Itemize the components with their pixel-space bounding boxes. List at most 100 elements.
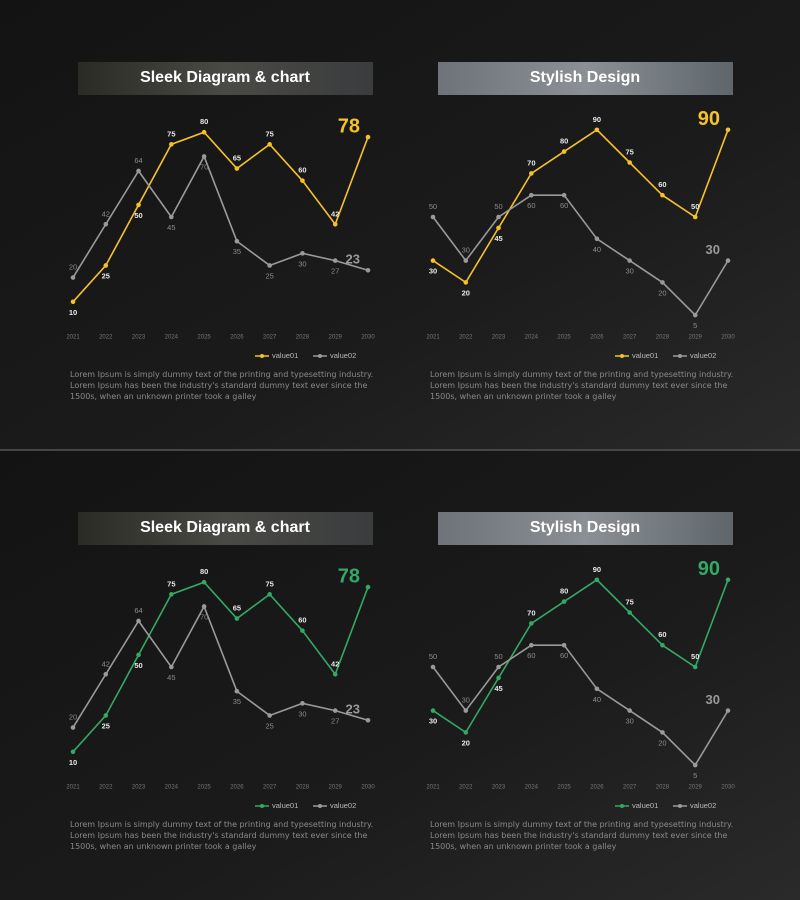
x-tick-label: 2024 <box>525 785 539 791</box>
data-label: 60 <box>298 166 306 175</box>
x-tick-label: 2022 <box>99 335 113 341</box>
data-point <box>725 708 731 713</box>
series-line <box>432 194 729 317</box>
data-point <box>627 258 632 263</box>
data-point <box>300 701 305 706</box>
description: Lorem Ipsum is simply dummy text of the … <box>70 370 374 401</box>
x-tick-label: 2021 <box>426 335 440 341</box>
x-tick-label: 2030 <box>721 785 735 791</box>
data-label: 80 <box>200 117 208 126</box>
data-label: 90 <box>593 565 601 574</box>
data-label: 60 <box>658 180 666 189</box>
data-label: 45 <box>167 223 175 232</box>
data-point <box>594 127 600 133</box>
data-label: 80 <box>560 587 568 596</box>
data-point <box>561 642 567 648</box>
data-point <box>496 664 501 670</box>
data-label: 75 <box>625 597 633 606</box>
legend-swatch <box>260 354 264 358</box>
data-label: 5 <box>693 771 697 780</box>
data-point <box>267 142 272 147</box>
data-point <box>70 299 76 305</box>
data-label: 50 <box>691 652 699 661</box>
data-label: 30 <box>706 692 720 707</box>
x-tick-label: 2030 <box>361 335 375 341</box>
x-tick-label: 2027 <box>263 335 277 341</box>
data-point <box>136 618 141 624</box>
series-line <box>72 154 369 278</box>
data-label: 42 <box>102 659 110 668</box>
legend-label: value01 <box>632 351 658 360</box>
legend-label: value02 <box>690 801 716 810</box>
data-point <box>561 149 567 154</box>
data-label: 60 <box>560 201 568 210</box>
data-label: 60 <box>658 630 666 639</box>
data-point <box>70 275 76 280</box>
data-point <box>136 202 141 208</box>
data-point <box>332 671 338 677</box>
data-label: 64 <box>134 156 142 165</box>
data-point <box>365 267 371 273</box>
data-label: 27 <box>331 717 339 726</box>
data-point <box>365 134 371 140</box>
description: Lorem Ipsum is simply dummy text of the … <box>430 370 734 401</box>
data-point <box>103 671 109 677</box>
data-label: 70 <box>527 158 535 167</box>
data-point <box>692 762 698 768</box>
description: Lorem Ipsum is simply dummy text of the … <box>430 820 734 851</box>
data-point <box>594 686 600 692</box>
data-label: 75 <box>265 579 273 588</box>
legend-label: value02 <box>690 351 716 360</box>
x-tick-label: 2025 <box>197 785 211 791</box>
x-tick-label: 2023 <box>492 335 506 341</box>
data-point <box>234 166 240 171</box>
data-point <box>496 214 501 220</box>
data-label: 90 <box>593 115 601 124</box>
data-point <box>627 160 632 165</box>
data-point <box>627 610 632 615</box>
data-label: 75 <box>265 129 273 138</box>
data-label: 60 <box>527 651 535 660</box>
data-label: 35 <box>233 697 241 706</box>
x-tick-label: 2024 <box>165 785 179 791</box>
data-point <box>529 171 534 176</box>
data-label: 70 <box>200 162 208 171</box>
description: Lorem Ipsum is simply dummy text of the … <box>70 820 374 851</box>
data-label: 42 <box>102 209 110 218</box>
data-point <box>529 642 534 648</box>
data-point <box>103 713 109 718</box>
data-label: 30 <box>462 246 470 255</box>
data-label: 30 <box>706 242 720 257</box>
title-banner <box>438 62 733 95</box>
x-tick-label: 2026 <box>590 335 604 341</box>
x-tick-label: 2026 <box>230 785 244 791</box>
data-point <box>267 263 272 268</box>
data-label: 75 <box>167 579 175 588</box>
data-point <box>692 664 698 670</box>
data-label: 20 <box>658 738 666 747</box>
data-point <box>561 599 567 604</box>
data-point <box>267 592 272 597</box>
data-label: 60 <box>527 201 535 210</box>
chart-title: Sleek Diagram & chart <box>140 519 311 536</box>
data-label: 30 <box>429 717 437 726</box>
data-point <box>660 280 665 285</box>
legend-swatch <box>318 804 322 808</box>
legend-label: value01 <box>272 801 298 810</box>
x-tick-label: 2021 <box>66 335 80 341</box>
x-tick-label: 2022 <box>459 785 473 791</box>
data-point <box>234 688 240 694</box>
data-point <box>201 604 207 609</box>
series-line <box>72 581 369 753</box>
data-point <box>660 192 665 198</box>
title-banner <box>438 512 733 545</box>
x-tick-label: 2028 <box>656 785 670 791</box>
data-point <box>103 221 109 227</box>
data-point <box>169 664 174 670</box>
data-label: 40 <box>593 695 601 704</box>
x-tick-label: 2027 <box>623 785 637 791</box>
data-point <box>201 154 207 159</box>
data-point <box>627 708 632 713</box>
